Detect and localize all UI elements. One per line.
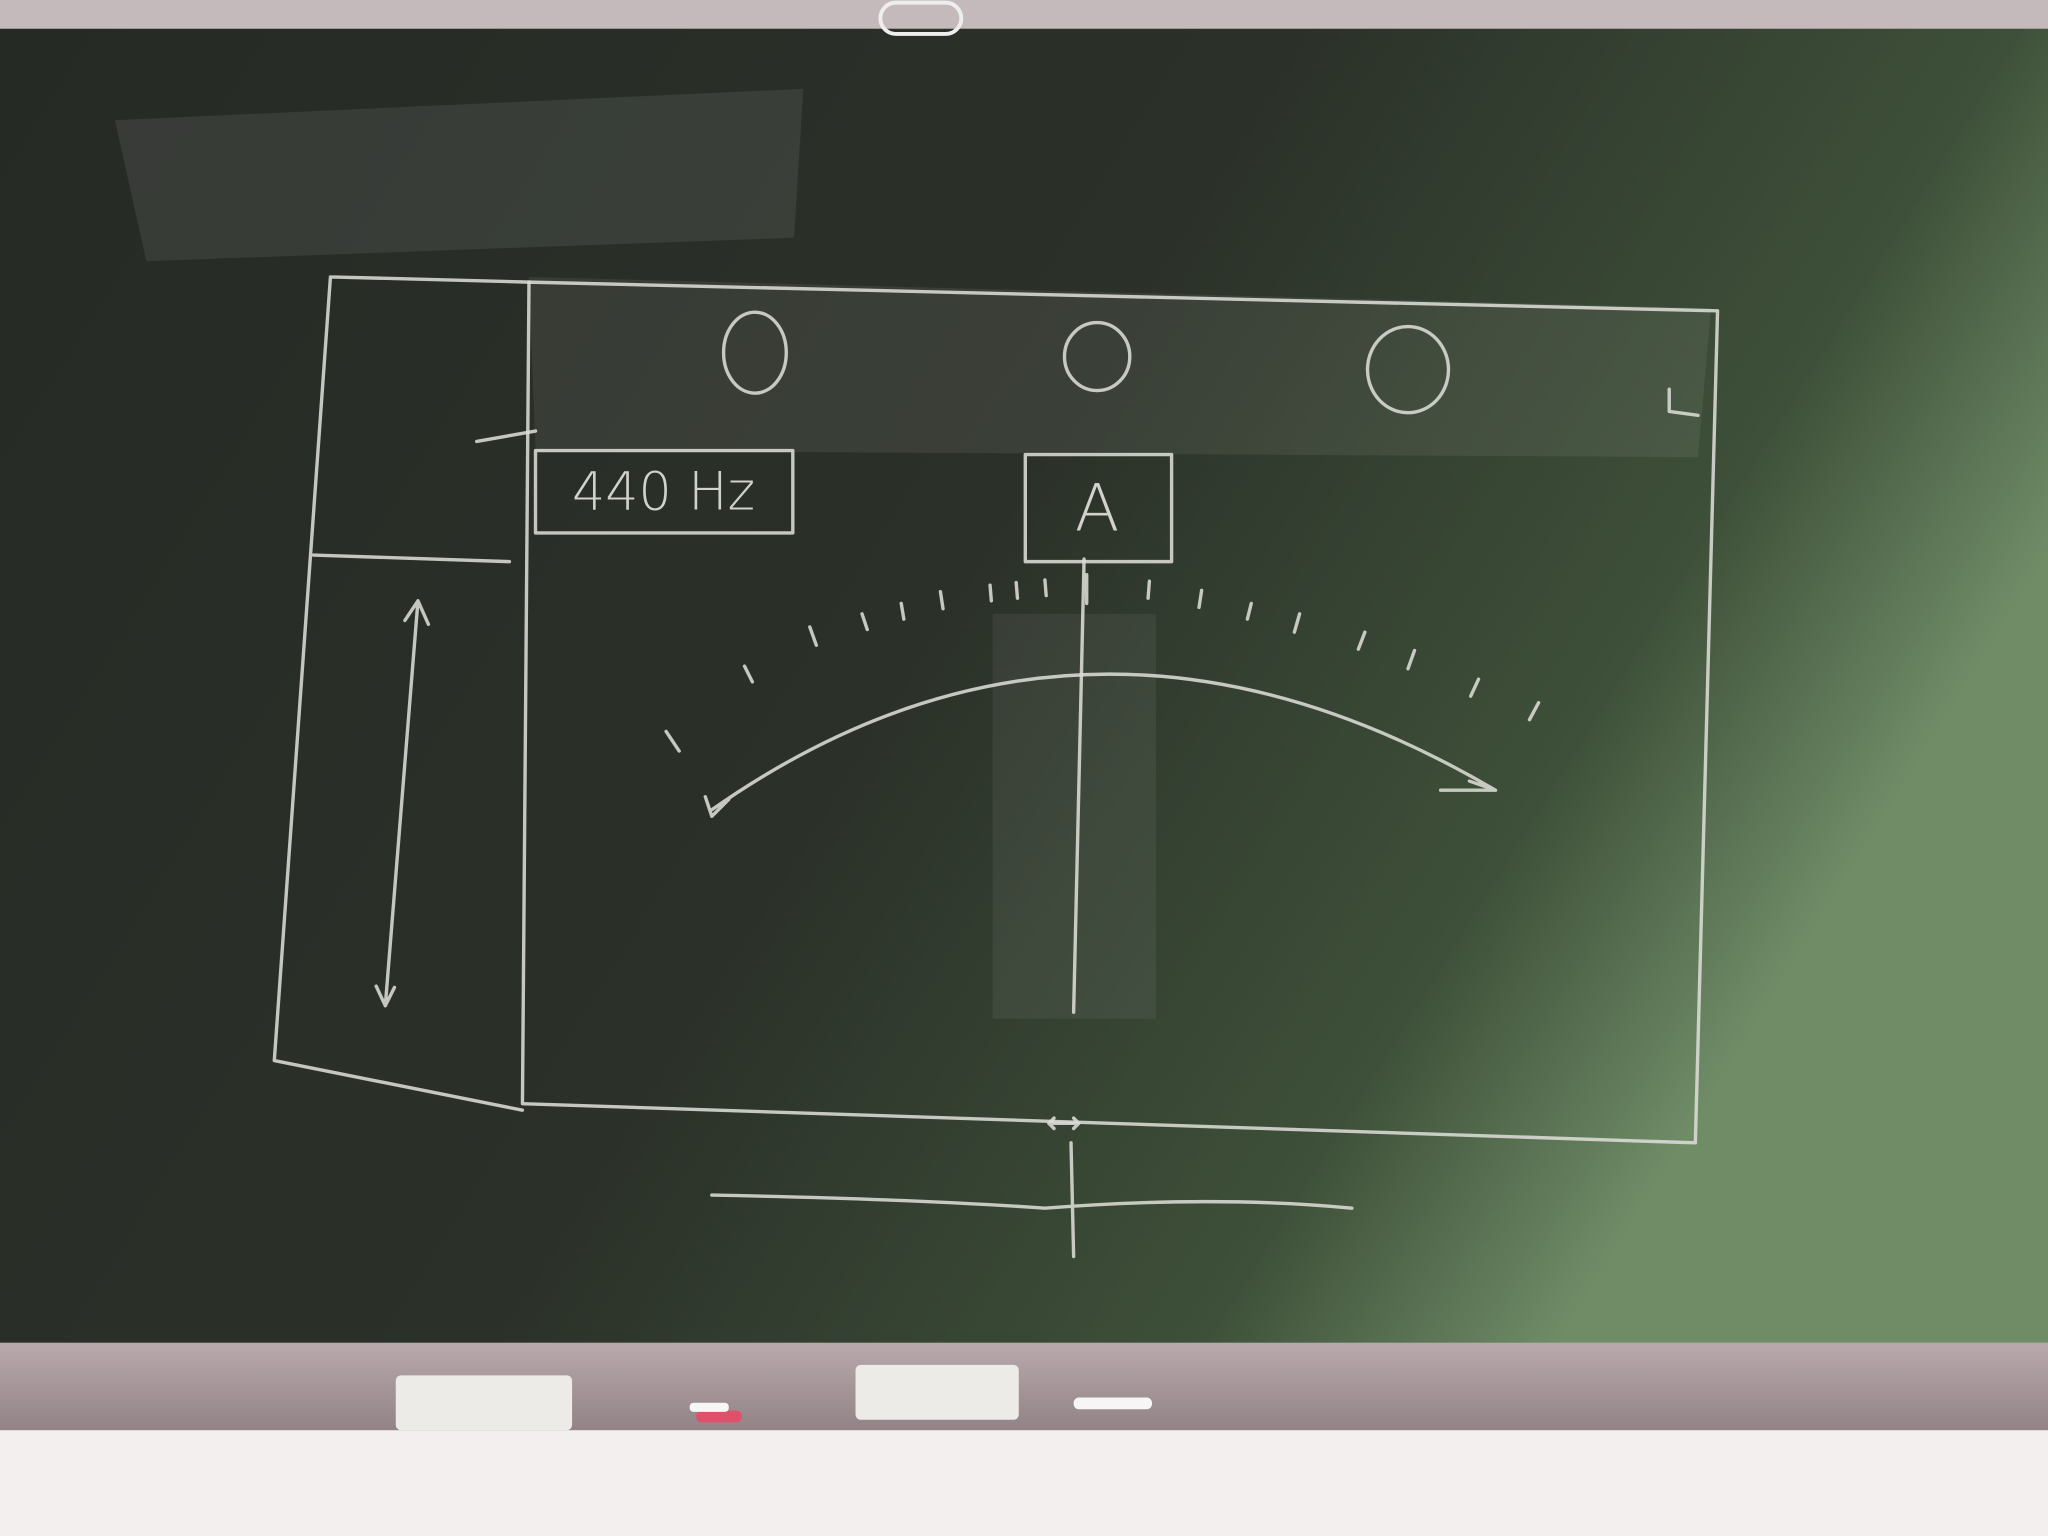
scale-ticks [664,572,1541,753]
top-frame [0,0,2048,34]
panel-details [475,387,1700,444]
frequency-box [533,448,795,535]
scale-arc [703,672,1498,819]
board-clip [878,0,964,36]
eraser [395,1375,573,1431]
chalk-stick [689,1402,729,1412]
note-label: A [1075,470,1120,546]
frequency-label: 440 Hz [572,462,755,522]
needle [1071,557,1086,1014]
note-box [1023,452,1174,564]
knob [1062,320,1132,393]
wall-below [0,1430,2048,1536]
knob [721,310,788,395]
bottom-sketch [710,1141,1354,1259]
left-panel [272,275,531,1112]
chalk-tray [0,1342,2048,1437]
erased-band [528,276,1712,458]
eraser [855,1364,1019,1420]
small-arrow [1047,1116,1081,1131]
erased-smudge [114,88,804,262]
knob [1365,324,1451,415]
chalk-stick [696,1410,742,1423]
main-panel [520,280,1720,1145]
chalk-stick [1073,1397,1152,1410]
vertical-arrow [374,599,431,1008]
